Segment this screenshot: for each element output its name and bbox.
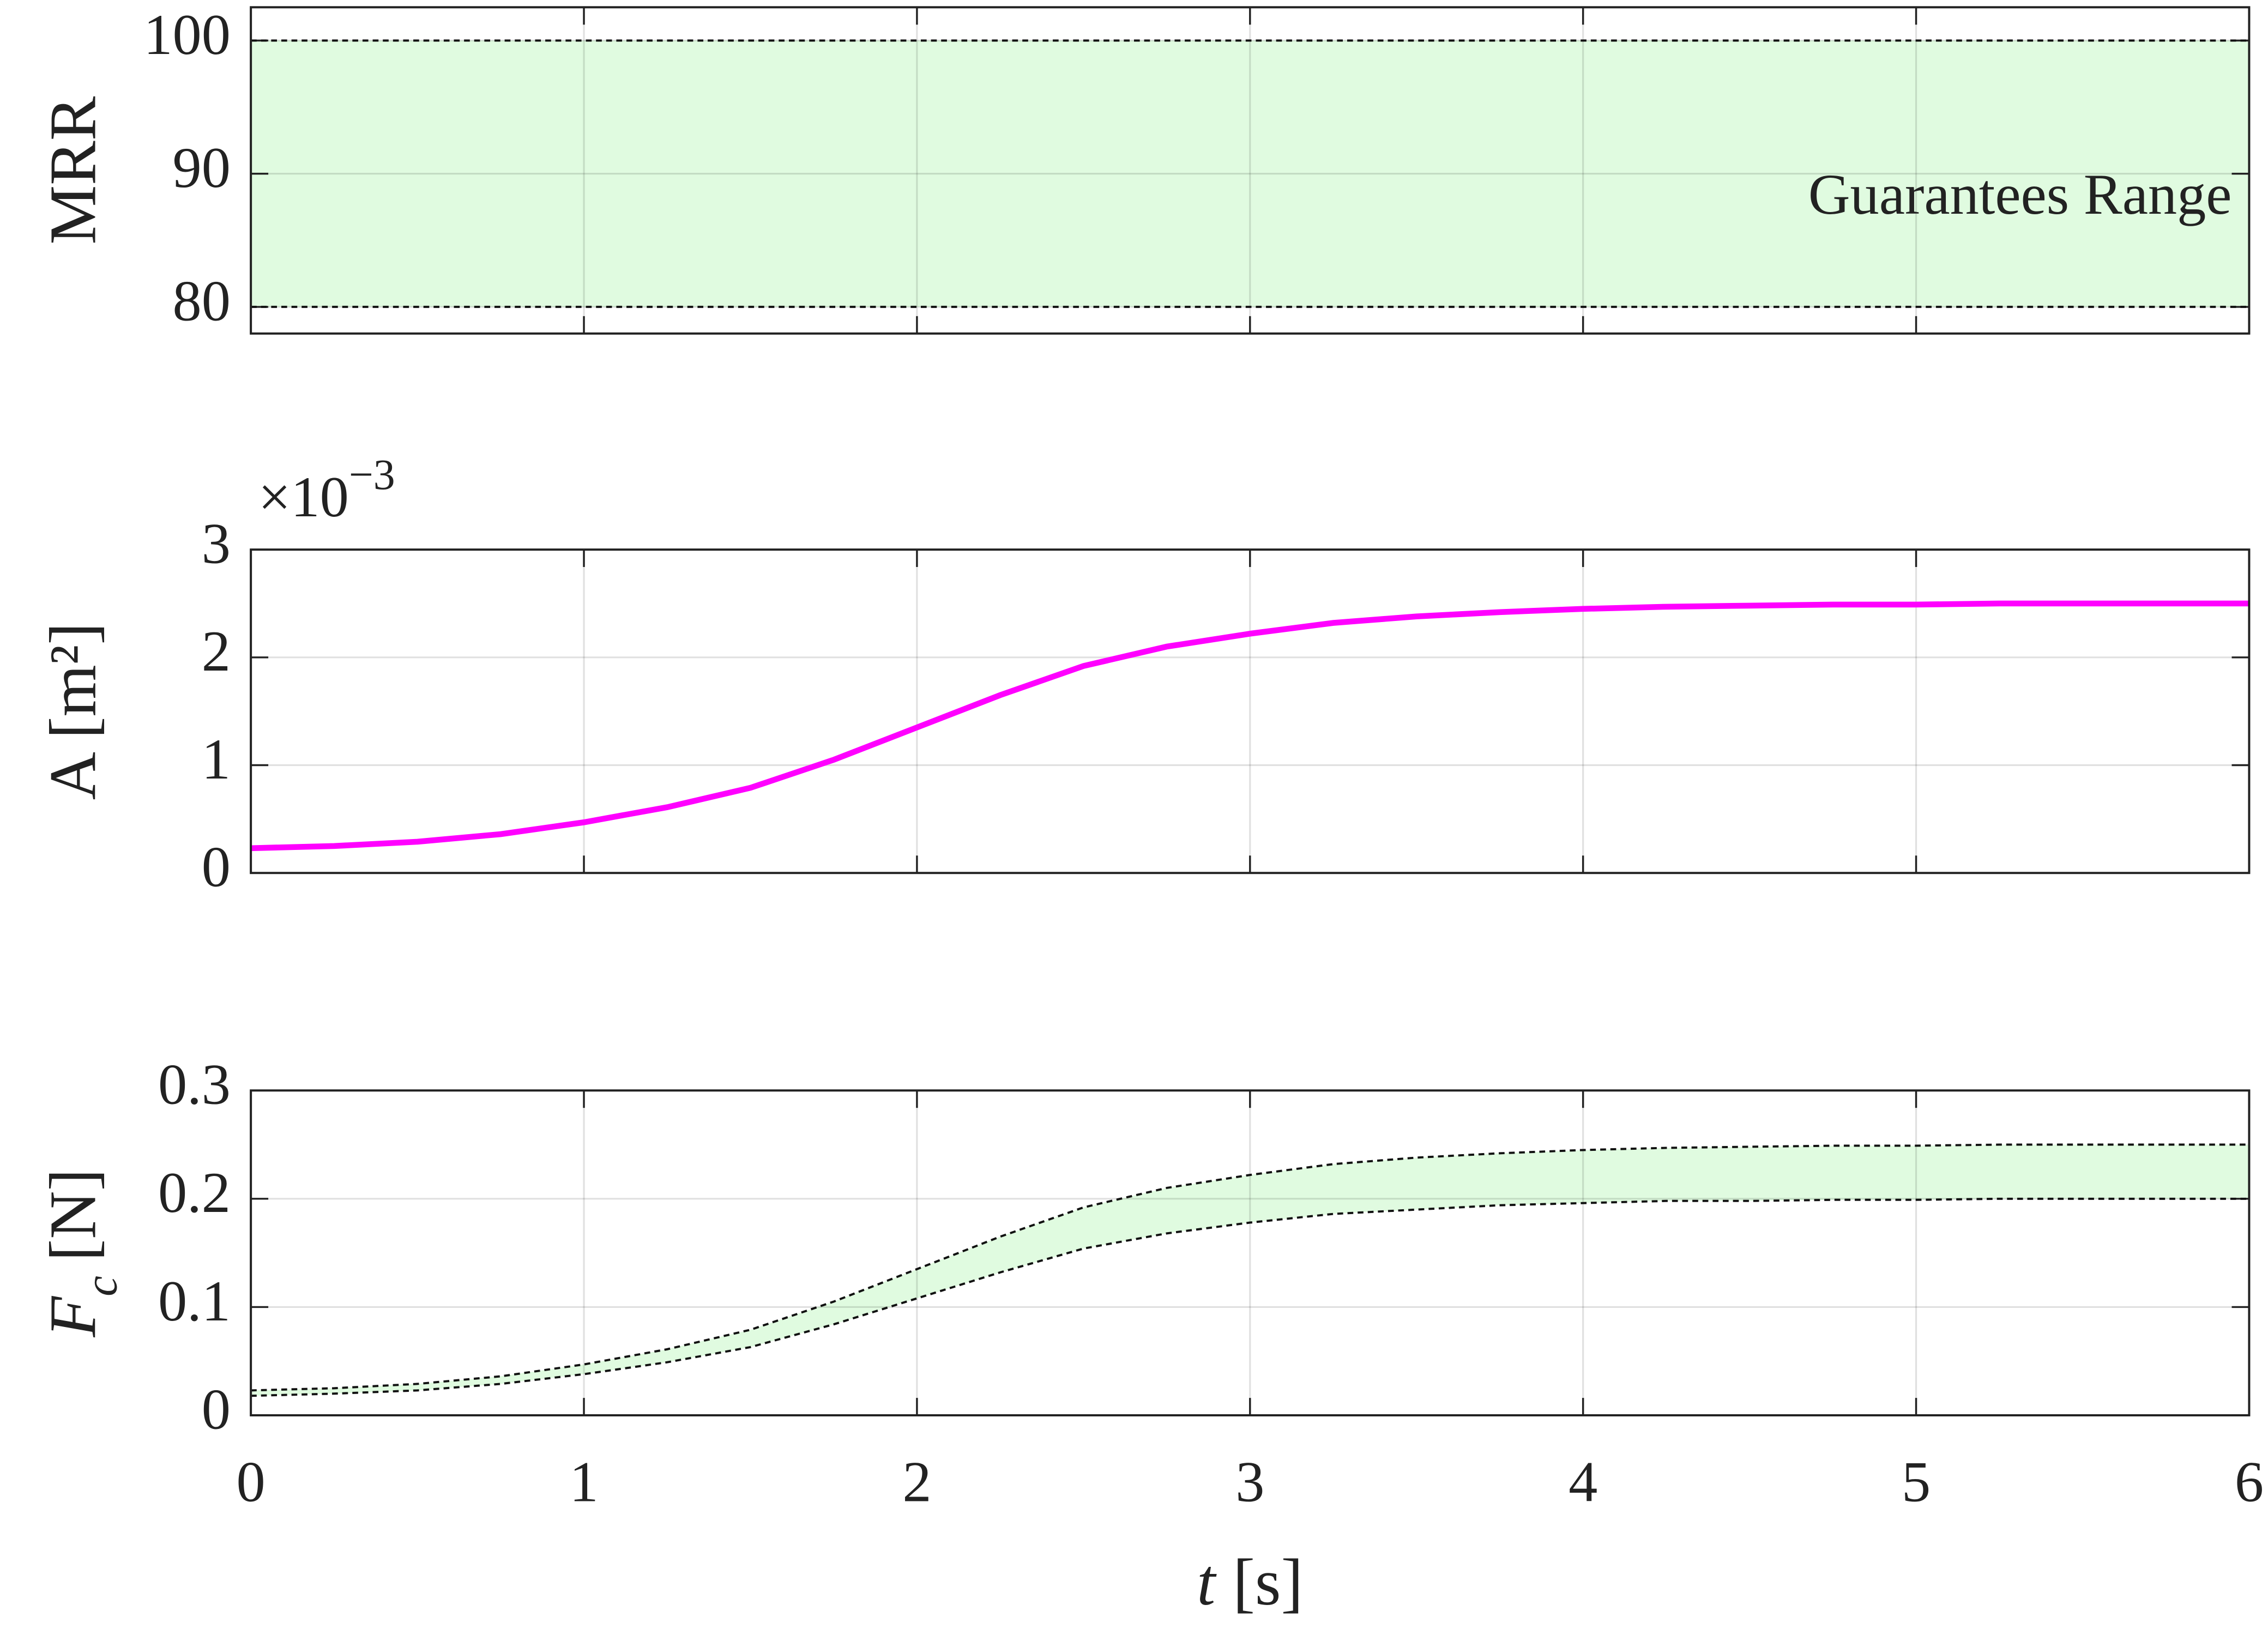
x-tick-label: 5 xyxy=(1902,1450,1931,1514)
y-tick-label: 0 xyxy=(202,1377,231,1441)
subplot: 0 1 2 3 A [m²] ×10−3 xyxy=(36,451,2251,900)
x-tick-label: 0 xyxy=(237,1450,266,1514)
y-label-subscript: c xyxy=(75,1276,126,1296)
y-scale-exponent: −3 xyxy=(349,451,395,499)
x-tick-label: 1 xyxy=(569,1450,598,1514)
y-scale-multiplier: ×10 xyxy=(258,465,348,529)
y-axis-label: A [m²] xyxy=(36,623,110,800)
annotation: Guarantees Range xyxy=(1808,162,2232,227)
y-tick-label: 80 xyxy=(173,269,231,333)
axes-box xyxy=(250,1089,2251,1417)
band-fill xyxy=(251,1144,2249,1396)
band-fill xyxy=(251,40,2249,307)
y-label-unit: [N] xyxy=(36,1169,110,1262)
y-label-symbol: F xyxy=(36,1296,110,1338)
y-axis-label: Fc [N] xyxy=(36,1169,126,1338)
x-tick-label: 3 xyxy=(1235,1450,1264,1514)
y-scale-label: ×10−3 xyxy=(258,451,395,529)
y-tick-label: 0 xyxy=(202,835,231,900)
line xyxy=(251,600,2249,852)
axes-box xyxy=(250,548,2251,874)
band-edge xyxy=(251,1143,2249,1392)
subplot: 80 90 100 MRR Guarantees Range xyxy=(36,3,2251,335)
x-tick-label: 6 xyxy=(2235,1450,2264,1514)
band-edge xyxy=(251,1197,2249,1397)
x-label-unit: [s] xyxy=(1233,1546,1303,1619)
y-tick-label: 90 xyxy=(173,136,231,200)
y-tick-label: 0.3 xyxy=(158,1053,231,1117)
y-tick-label: 0.1 xyxy=(158,1269,231,1334)
x-tick-label: 2 xyxy=(902,1450,931,1514)
y-tick-label: 2 xyxy=(202,619,231,684)
y-tick-label: 100 xyxy=(143,3,231,67)
y-tick-label: 3 xyxy=(202,512,231,576)
x-axis-label: t [s] xyxy=(1197,1546,1303,1619)
y-tick-label: 1 xyxy=(202,727,231,792)
x-label-symbol: t xyxy=(1197,1546,1217,1619)
y-tick-label: 0.2 xyxy=(158,1161,231,1225)
y-axis-label: MRR xyxy=(36,96,110,244)
x-tick-label: 4 xyxy=(1569,1450,1597,1514)
axes-box xyxy=(250,6,2251,335)
subplot: 0 1 2 3 4 5 6 0 0.1 0.2 0.3 Fc [N] t [s] xyxy=(36,1053,2264,1620)
